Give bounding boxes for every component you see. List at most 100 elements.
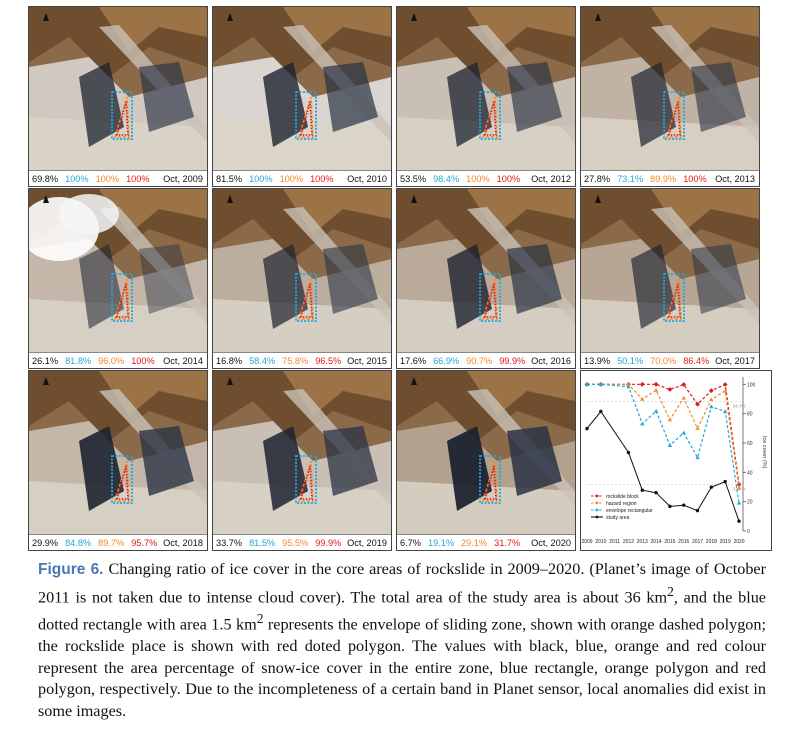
- polygon-value: 89.9%: [650, 174, 677, 184]
- study-area-value: 69.8%: [32, 174, 59, 184]
- series-point: [682, 503, 686, 507]
- satellite-panel: 29.9% 84.8% 89.7% 95.7% Oct, 2018: [28, 370, 208, 551]
- series-point: [667, 417, 673, 422]
- caption-sup-1: 2: [667, 583, 674, 599]
- polygon-value: 100%: [95, 174, 120, 184]
- y-tick-label: 40: [747, 470, 753, 476]
- panel-date: Oct, 2012: [531, 174, 571, 184]
- rectangle-value: 100%: [249, 174, 273, 184]
- polygon-value: 89.7%: [98, 538, 125, 548]
- satellite-image: [213, 371, 391, 534]
- x-tick-label: 2010: [595, 539, 606, 545]
- satellite-panel: 13.9% 50.1% 70.0% 86.4% Oct, 2017: [580, 188, 760, 369]
- y-tick-label: 60: [747, 441, 753, 447]
- series-point: [640, 396, 645, 401]
- figure-label: Figure 6.: [38, 561, 104, 578]
- rockslide-value: 31.7%: [494, 538, 521, 548]
- series-point: [626, 384, 631, 389]
- rectangle-value: 73.1%: [617, 174, 644, 184]
- x-tick-label: 2018: [706, 539, 717, 545]
- series-point: [722, 382, 728, 387]
- rectangle-value: 100%: [65, 174, 89, 184]
- satellite-image: [397, 7, 575, 170]
- series-point: [653, 381, 659, 387]
- legend-label: hazard region: [606, 501, 637, 507]
- satellite-image: [29, 371, 207, 534]
- panel-date: Oct, 2016: [531, 356, 571, 366]
- series-point: [709, 485, 714, 489]
- series-point: [722, 409, 728, 414]
- rockslide-value: 100%: [126, 174, 150, 184]
- panel-caption: 33.7% 81.5% 95.5% 99.9% Oct, 2019: [213, 534, 391, 550]
- study-area-value: 33.7%: [216, 538, 243, 548]
- rockslide-value: 99.9%: [315, 538, 342, 548]
- series-point: [681, 430, 686, 435]
- satellite-panel: 6.7% 19.1% 29.1% 31.7% Oct, 2020: [396, 370, 576, 551]
- satellite-panel: 69.8% 100% 100% 100% Oct, 2009: [28, 6, 208, 187]
- rockslide-value: 99.9%: [499, 356, 526, 366]
- polygon-value: 100%: [279, 174, 304, 184]
- rectangle-value: 19.1%: [427, 538, 455, 548]
- panel-date: Oct, 2013: [715, 174, 755, 184]
- study-area-value: 26.1%: [32, 356, 59, 366]
- satellite-image: [29, 189, 207, 352]
- series-point: [695, 426, 700, 430]
- series-point: [681, 382, 687, 387]
- satellite-image: [397, 371, 575, 534]
- study-area-value: 16.8%: [216, 356, 243, 366]
- x-tick-label: 2020: [733, 539, 744, 545]
- study-area-value: 6.7%: [400, 538, 421, 548]
- series-point: [695, 455, 700, 460]
- study-area-value: 81.5%: [216, 174, 243, 184]
- panel-date: Oct, 2017: [715, 356, 755, 366]
- x-tick-label: 2009: [581, 539, 592, 545]
- series-point: [722, 388, 728, 393]
- series-point: [736, 486, 742, 490]
- legend-marker: [595, 494, 599, 498]
- polygon-value: 95.5%: [282, 538, 309, 548]
- study-area-value: 27.8%: [584, 174, 611, 184]
- panel-date: Oct, 2010: [347, 174, 387, 184]
- series-point: [639, 381, 645, 387]
- series-point: [598, 382, 604, 386]
- polygon-value: 100%: [466, 174, 490, 184]
- legend-label: envelope rectangular: [606, 508, 653, 514]
- series-point: [737, 519, 741, 523]
- study-area-value: 29.9%: [32, 538, 59, 548]
- panel-caption: 81.5% 100% 100% 100% Oct, 2010: [213, 170, 391, 186]
- polygon-value: 70.0%: [650, 356, 677, 366]
- panel-caption: 69.8% 100% 100% 100% Oct, 2009: [29, 170, 207, 186]
- polygon-value: 96.0%: [98, 356, 125, 366]
- series-point: [736, 500, 742, 505]
- x-tick-label: 2014: [651, 539, 662, 545]
- polygon-value: 90.7%: [466, 356, 493, 366]
- rectangle-value: 84.8%: [65, 538, 92, 548]
- satellite-image: [581, 7, 759, 170]
- series-line: [587, 383, 740, 485]
- panel-caption: 26.1% 81.8% 96.0% 100% Oct, 2014: [29, 352, 207, 368]
- series-line: [587, 383, 740, 489]
- panel-caption: 17.6% 66.9% 90.7% 99.9% Oct, 2016: [397, 352, 575, 368]
- panel-date: Oct, 2014: [163, 356, 203, 366]
- x-tick-label: 2016: [678, 539, 689, 545]
- figure-caption: Figure 6. Changing ratio of ice cover in…: [38, 559, 766, 722]
- rockslide-value: 100%: [496, 174, 521, 184]
- caption-text-3: represents the envelope of sliding zone,…: [38, 615, 766, 720]
- rockslide-value: 96.5%: [315, 356, 342, 366]
- series-point: [599, 409, 603, 414]
- y-tick-label: 20: [747, 500, 753, 506]
- series-point: [585, 426, 589, 431]
- satellite-panel: 17.6% 66.9% 90.7% 99.9% Oct, 2016: [396, 188, 576, 369]
- rectangle-value: 98.4%: [433, 174, 460, 184]
- caption-sup-2: 2: [256, 611, 264, 627]
- x-tick-label: 2012: [623, 539, 634, 545]
- series-point: [667, 387, 673, 392]
- panel-date: Oct, 2015: [347, 356, 387, 366]
- legend-marker: [595, 501, 599, 505]
- series-point: [584, 382, 590, 386]
- legend-marker: [595, 508, 599, 512]
- panel-caption: 13.9% 50.1% 70.0% 86.4% Oct, 2017: [581, 352, 759, 368]
- rockslide-value: 95.7%: [131, 538, 158, 548]
